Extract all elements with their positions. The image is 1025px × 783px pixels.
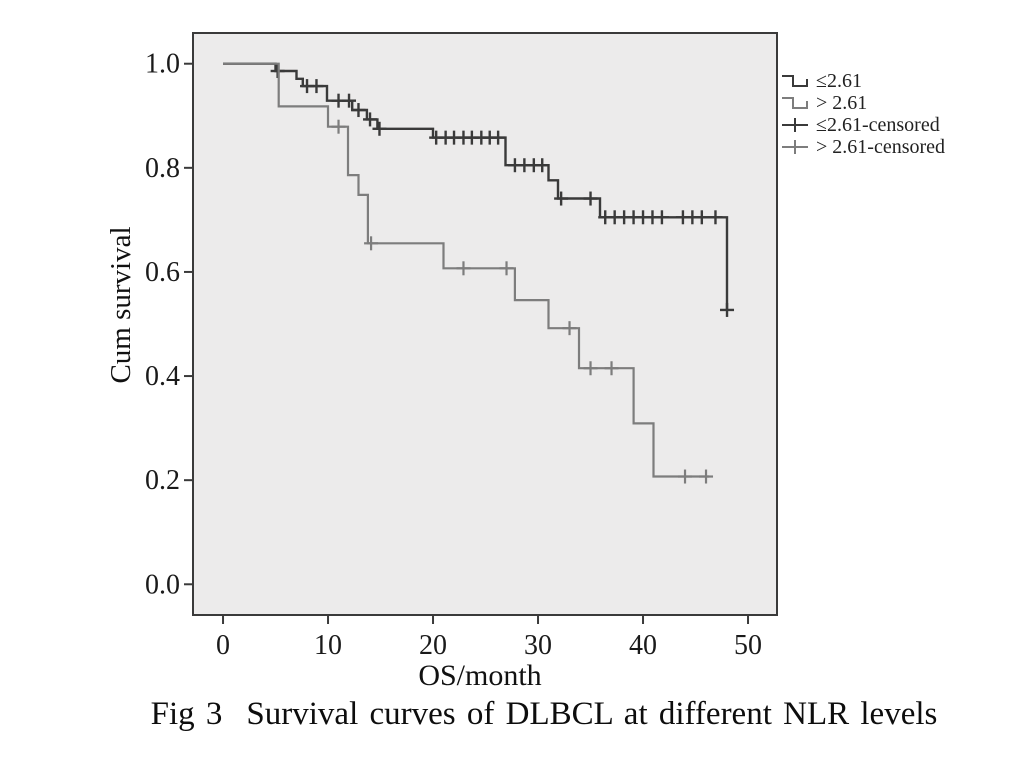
figure-caption: Fig 3 Survival curves of DLBCL at differe… — [64, 696, 1024, 738]
legend-item-label: ≤2.61-censored — [816, 114, 940, 136]
legend-item: ≤2.61 — [781, 70, 945, 92]
survival-curve-2 — [223, 62, 710, 478]
survival-curve-1 — [223, 62, 729, 310]
step-line-icon — [782, 75, 808, 87]
plot-area — [192, 32, 778, 616]
y-axis-title: Cum survival — [105, 226, 137, 384]
x-tick-label: 40 — [629, 630, 657, 661]
censored-plus-icon — [782, 118, 808, 132]
y-tick-label: 0.8 — [145, 153, 180, 184]
y-tick-label: 0.2 — [145, 465, 180, 496]
censored-plus-icon — [782, 140, 808, 154]
y-tick-label: 0.0 — [145, 569, 180, 600]
step-line-icon — [782, 97, 808, 109]
x-axis-title: OS/month — [418, 659, 542, 692]
legend-item-label: > 2.61-censored — [816, 136, 946, 158]
legend-item-label: > 2.61 — [816, 92, 868, 114]
x-tick-label: 30 — [524, 630, 552, 661]
x-tick-label: 0 — [216, 630, 230, 661]
legend-item: ≤2.61-censored — [781, 114, 945, 136]
legend: ≤2.61 > 2.61 ≤2.61-censored > 2.61-censored — [781, 70, 945, 158]
x-tick-label: 10 — [314, 630, 342, 661]
y-tick-label: 1.0 — [145, 49, 180, 80]
x-tick-label: 50 — [734, 630, 762, 661]
legend-item-label: ≤2.61 — [816, 70, 862, 92]
legend-item: > 2.61 — [781, 92, 945, 114]
legend-item: > 2.61-censored — [781, 136, 945, 158]
y-tick-label: 0.6 — [145, 257, 180, 288]
y-tick-label: 0.4 — [145, 361, 180, 392]
figure-number: Fig 3 — [150, 696, 223, 732]
caption-text: Survival curves of DLBCL at different NL… — [246, 696, 938, 732]
x-tick-label: 20 — [419, 630, 447, 661]
